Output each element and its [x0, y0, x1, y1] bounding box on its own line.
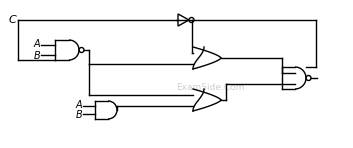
Text: A: A	[34, 39, 40, 49]
Text: A: A	[76, 100, 82, 110]
Text: B: B	[75, 110, 82, 120]
Text: ExamSide.Com: ExamSide.Com	[176, 83, 244, 92]
Text: C: C	[8, 15, 16, 25]
Text: B: B	[33, 51, 40, 61]
